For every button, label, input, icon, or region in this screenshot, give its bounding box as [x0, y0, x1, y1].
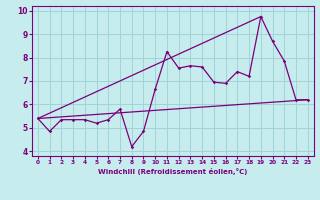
X-axis label: Windchill (Refroidissement éolien,°C): Windchill (Refroidissement éolien,°C): [98, 168, 247, 175]
